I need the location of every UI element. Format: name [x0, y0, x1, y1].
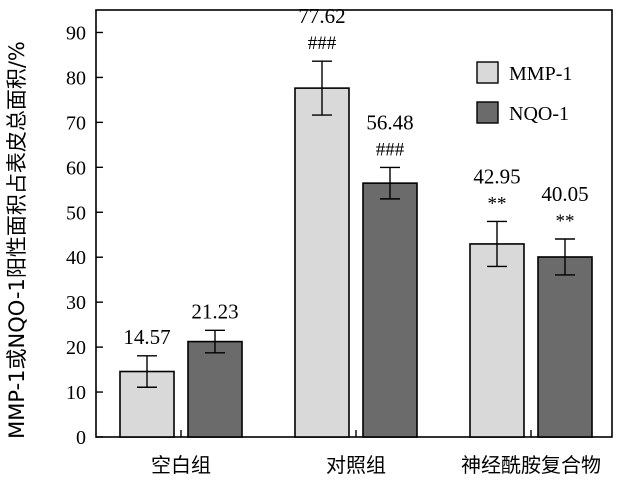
data-label: 21.23 [191, 299, 238, 323]
significance-mark: ** [488, 193, 507, 214]
bar-nqo-1 [187, 340, 243, 438]
y-tick-label: 60 [66, 157, 86, 179]
significance-mark: ** [556, 211, 575, 232]
x-tick-label: 对照组 [326, 453, 386, 477]
bar-nqo-1 [362, 182, 418, 438]
legend-label: MMP-1 [509, 63, 572, 85]
bar-nqo-1 [537, 256, 593, 438]
y-tick-label: 90 [66, 22, 86, 44]
significance-mark: ### [376, 139, 405, 160]
legend: MMP-1 NQO-1 [476, 61, 572, 125]
y-tick-label: 50 [66, 202, 86, 224]
y-tick-label: 80 [66, 67, 86, 89]
axes: 0 10 20 30 40 50 60 70 80 90 空白组 对照组 神经酰胺复合物 [66, 9, 613, 477]
y-tick-label: 30 [66, 292, 86, 314]
data-label: 77.62 [298, 4, 345, 28]
value-labels: 14.57 77.62 ### 42.95 ** 21.23 56.48 ### 40.05 ** [123, 4, 588, 349]
y-tick-label: 70 [66, 112, 86, 134]
x-tick-label: 空白组 [151, 453, 211, 477]
y-tick-label: 40 [66, 247, 86, 269]
legend-label: NQO-1 [509, 103, 569, 125]
legend-swatch [476, 61, 499, 84]
y-axis-label: MMP-1或NQO-1阳性面积占表皮总面积/% [5, 41, 29, 439]
data-label: 40.05 [541, 182, 588, 206]
bars [119, 60, 593, 438]
significance-mark: ### [308, 33, 337, 54]
y-tick-label: 20 [66, 337, 86, 359]
bar-mmp-1 [469, 243, 525, 438]
data-label: 56.48 [366, 110, 413, 134]
bar-mmp-1 [294, 87, 350, 438]
x-tick-label: 神经酰胺复合物 [461, 453, 601, 477]
legend-swatch [476, 101, 499, 124]
y-tick-label: 10 [66, 382, 86, 404]
plot-frame [95, 9, 613, 438]
y-tick-label: 0 [76, 427, 86, 449]
data-label: 14.57 [123, 325, 170, 349]
data-label: 42.95 [473, 164, 520, 188]
